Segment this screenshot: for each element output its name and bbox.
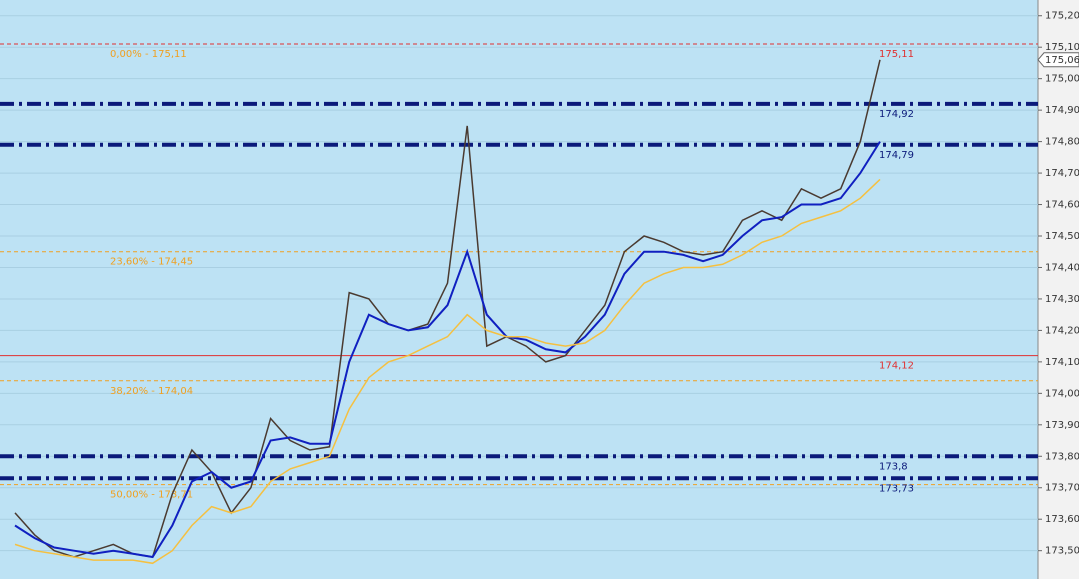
- price-line: [14, 141, 881, 559]
- fib-label: 50,00% - 173,71: [110, 490, 193, 501]
- y-tick-label: 174,40: [1045, 262, 1079, 273]
- price-line: [14, 178, 881, 565]
- level-label: 175,11: [879, 49, 914, 60]
- level-label: 173,8: [879, 461, 908, 472]
- y-tick-label: 174,10: [1045, 357, 1079, 368]
- price-line: [14, 59, 881, 558]
- y-tick-label: 174,70: [1045, 168, 1079, 179]
- y-tick-label: 173,70: [1045, 483, 1079, 494]
- y-tick-label: 173,50: [1045, 546, 1079, 557]
- current-price-marker: [1037, 52, 1079, 68]
- y-tick-label: 173,90: [1045, 420, 1079, 431]
- y-tick-label: 175,20: [1045, 11, 1079, 22]
- y-tick-label: 174,30: [1045, 294, 1079, 305]
- fib-label: 23,60% - 174,45: [110, 257, 193, 268]
- y-tick-label: 174,20: [1045, 325, 1079, 336]
- fib-label: 0,00% - 175,11: [110, 49, 187, 60]
- y-tick-label: 175,00: [1045, 74, 1079, 85]
- plot-area: [0, 0, 1038, 579]
- current-price-label: 175,06: [1045, 55, 1079, 66]
- y-tick-label: 174,60: [1045, 200, 1079, 211]
- y-tick-label: 174,50: [1045, 231, 1079, 242]
- y-tick-label: 175,10: [1045, 42, 1079, 53]
- y-tick-label: 174,00: [1045, 388, 1079, 399]
- level-label: 174,12: [879, 361, 914, 372]
- price-axis: [1038, 0, 1079, 579]
- y-tick-label: 174,90: [1045, 105, 1079, 116]
- fib-label: 38,20% - 174,04: [110, 386, 193, 397]
- y-tick-label: 173,80: [1045, 451, 1079, 462]
- level-label: 174,92: [879, 109, 914, 120]
- y-tick-label: 173,60: [1045, 514, 1079, 525]
- level-label: 173,73: [879, 483, 914, 494]
- y-tick-label: 174,80: [1045, 137, 1079, 148]
- level-label: 174,79: [879, 150, 914, 161]
